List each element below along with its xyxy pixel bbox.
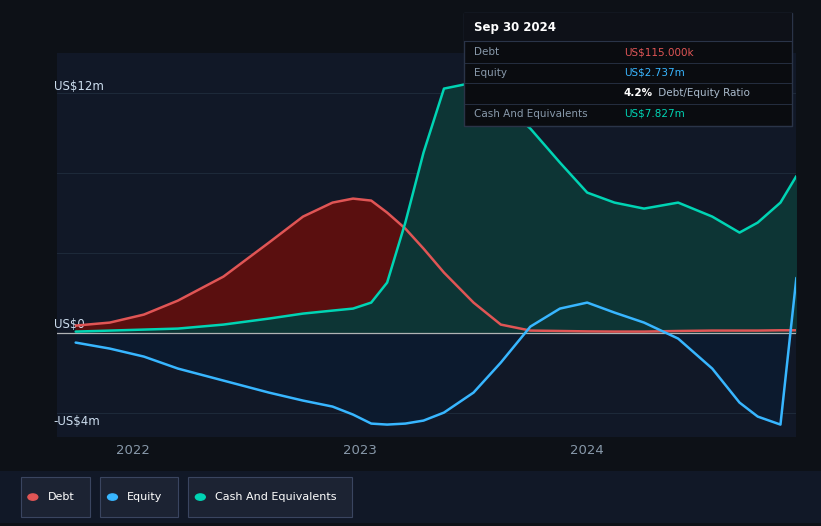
Text: US$115.000k: US$115.000k bbox=[624, 47, 694, 57]
Text: Debt/Equity Ratio: Debt/Equity Ratio bbox=[655, 88, 750, 98]
Text: Cash And Equivalents: Cash And Equivalents bbox=[474, 109, 587, 119]
Text: Sep 30 2024: Sep 30 2024 bbox=[474, 22, 556, 34]
Text: Cash And Equivalents: Cash And Equivalents bbox=[215, 492, 337, 502]
Text: US$12m: US$12m bbox=[54, 79, 103, 93]
Text: US$0: US$0 bbox=[54, 318, 85, 331]
Text: 4.2%: 4.2% bbox=[624, 88, 653, 98]
Text: Equity: Equity bbox=[474, 68, 507, 78]
Text: Equity: Equity bbox=[127, 492, 163, 502]
Text: Debt: Debt bbox=[474, 47, 499, 57]
Text: Debt: Debt bbox=[48, 492, 75, 502]
Text: -US$4m: -US$4m bbox=[54, 414, 100, 428]
Text: US$7.827m: US$7.827m bbox=[624, 109, 685, 119]
Text: US$2.737m: US$2.737m bbox=[624, 68, 685, 78]
